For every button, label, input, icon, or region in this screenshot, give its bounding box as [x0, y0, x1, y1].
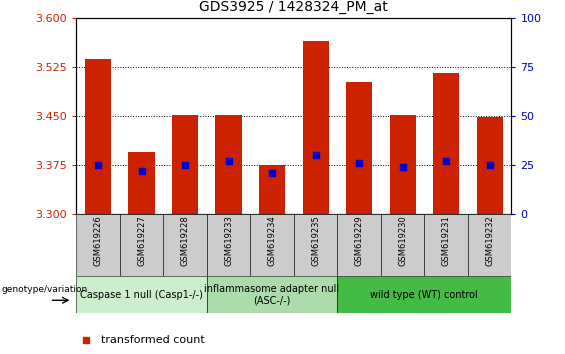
Text: GSM619226: GSM619226 [94, 215, 102, 266]
Bar [163, 214, 207, 276]
Bar [120, 214, 163, 276]
Bar [250, 214, 294, 276]
Bar [207, 214, 250, 276]
Text: genotype/variation: genotype/variation [2, 285, 88, 293]
Text: GSM619235: GSM619235 [311, 215, 320, 266]
Bar [389, 115, 416, 214]
Bar [76, 276, 207, 313]
Bar [76, 214, 120, 276]
Text: GSM619229: GSM619229 [355, 215, 363, 266]
Text: GSM619228: GSM619228 [181, 215, 189, 266]
Point [442, 158, 451, 164]
Bar [337, 214, 381, 276]
Point [137, 168, 146, 174]
Text: inflammasome adapter null
(ASC-/-): inflammasome adapter null (ASC-/-) [205, 284, 340, 306]
Bar [424, 214, 468, 276]
Text: GSM619230: GSM619230 [398, 215, 407, 266]
Bar [85, 59, 111, 214]
Bar [172, 115, 198, 214]
Text: GSM619232: GSM619232 [485, 215, 494, 266]
Point [355, 160, 364, 166]
Text: GSM619233: GSM619233 [224, 215, 233, 266]
Bar [215, 115, 242, 214]
Bar [381, 214, 424, 276]
Bar [302, 41, 329, 214]
Title: GDS3925 / 1428324_PM_at: GDS3925 / 1428324_PM_at [199, 0, 388, 14]
Bar [337, 276, 511, 313]
Bar [346, 82, 372, 214]
Bar [433, 73, 459, 214]
Bar [207, 276, 337, 313]
Point [398, 164, 407, 170]
Bar [128, 152, 155, 214]
Text: wild type (WT) control: wild type (WT) control [371, 290, 478, 300]
Point [311, 153, 320, 158]
Bar [294, 214, 337, 276]
Text: transformed count: transformed count [101, 335, 205, 345]
Text: Caspase 1 null (Casp1-/-): Caspase 1 null (Casp1-/-) [80, 290, 203, 300]
Point [94, 162, 103, 168]
Text: GSM619234: GSM619234 [268, 215, 276, 266]
Bar [468, 214, 511, 276]
Point [180, 162, 189, 168]
Bar [476, 117, 503, 214]
Point [485, 162, 494, 168]
Bar [259, 165, 285, 214]
Text: GSM619227: GSM619227 [137, 215, 146, 266]
Point [82, 337, 91, 343]
Point [268, 170, 277, 176]
Text: GSM619231: GSM619231 [442, 215, 450, 266]
Point [224, 158, 233, 164]
